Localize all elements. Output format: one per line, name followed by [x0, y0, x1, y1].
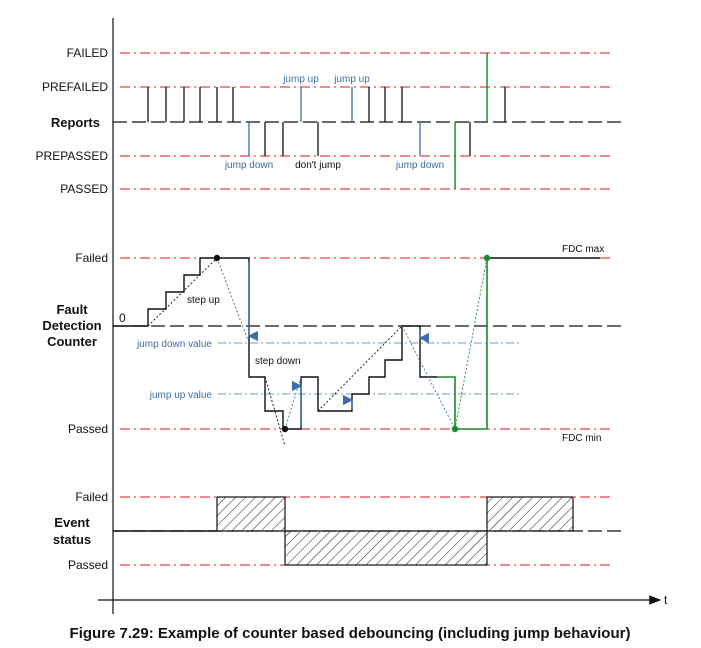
event-failed-block-2 [486, 496, 574, 532]
annotation-fdc-min: FDC min [562, 433, 601, 444]
fdc-label-passed: Passed [68, 422, 108, 436]
label-prepassed: PREPASSED [36, 149, 109, 163]
label-passed: PASSED [60, 182, 108, 196]
event-title-2: status [53, 532, 91, 547]
annotation-fdc-max: FDC max [562, 244, 604, 255]
event-failed-block-1 [216, 496, 286, 532]
green-pulses [454, 53, 488, 189]
fdc-title-1: Fault [56, 302, 88, 317]
jump-pulses [248, 87, 421, 156]
annotation-jump-down-1: jump down [224, 160, 273, 171]
fdc-title-2: Detection [42, 318, 101, 333]
annotation-jump-up-2: jump up [333, 74, 370, 85]
time-axis-label: t [664, 593, 668, 607]
fdc-label-zero: 0 [119, 311, 126, 325]
fdc-green-max-dot [483, 254, 491, 262]
event-label-passed: Passed [68, 558, 108, 572]
reports-section: FAILED PREFAILED Reports PREPASSED PASSE… [36, 46, 625, 196]
fdc-section: Failed Passed 0 Fault Detection Counter … [42, 244, 625, 447]
figure-caption: Figure 7.29: Example of counter based de… [70, 625, 631, 642]
fdc-max-dot-1 [213, 254, 221, 262]
event-section: Failed Passed Event status [53, 490, 625, 572]
annotation-step-up: step up [187, 295, 220, 306]
label-prefailed: PREFAILED [42, 80, 108, 94]
annotation-jump-up-value: jump up value [149, 390, 213, 401]
label-failed: FAILED [67, 46, 109, 60]
report-pulses [147, 87, 506, 156]
event-title-1: Event [54, 515, 90, 530]
fdc-label-failed: Failed [75, 251, 108, 265]
annotation-jump-down-2: jump down [395, 160, 444, 171]
fdc-min-dot [281, 425, 289, 433]
annotation-step-down: step down [255, 356, 301, 367]
annotation-dont-jump: don't jump [295, 160, 341, 171]
annotation-jump-up-1: jump up [282, 74, 319, 85]
annotation-jump-down-value: jump down value [136, 339, 212, 350]
event-passed-block [284, 530, 488, 566]
event-label-failed: Failed [75, 490, 108, 504]
fdc-title-3: Counter [47, 334, 97, 349]
label-reports: Reports [51, 115, 100, 130]
fdc-green-min-dot [451, 425, 459, 433]
